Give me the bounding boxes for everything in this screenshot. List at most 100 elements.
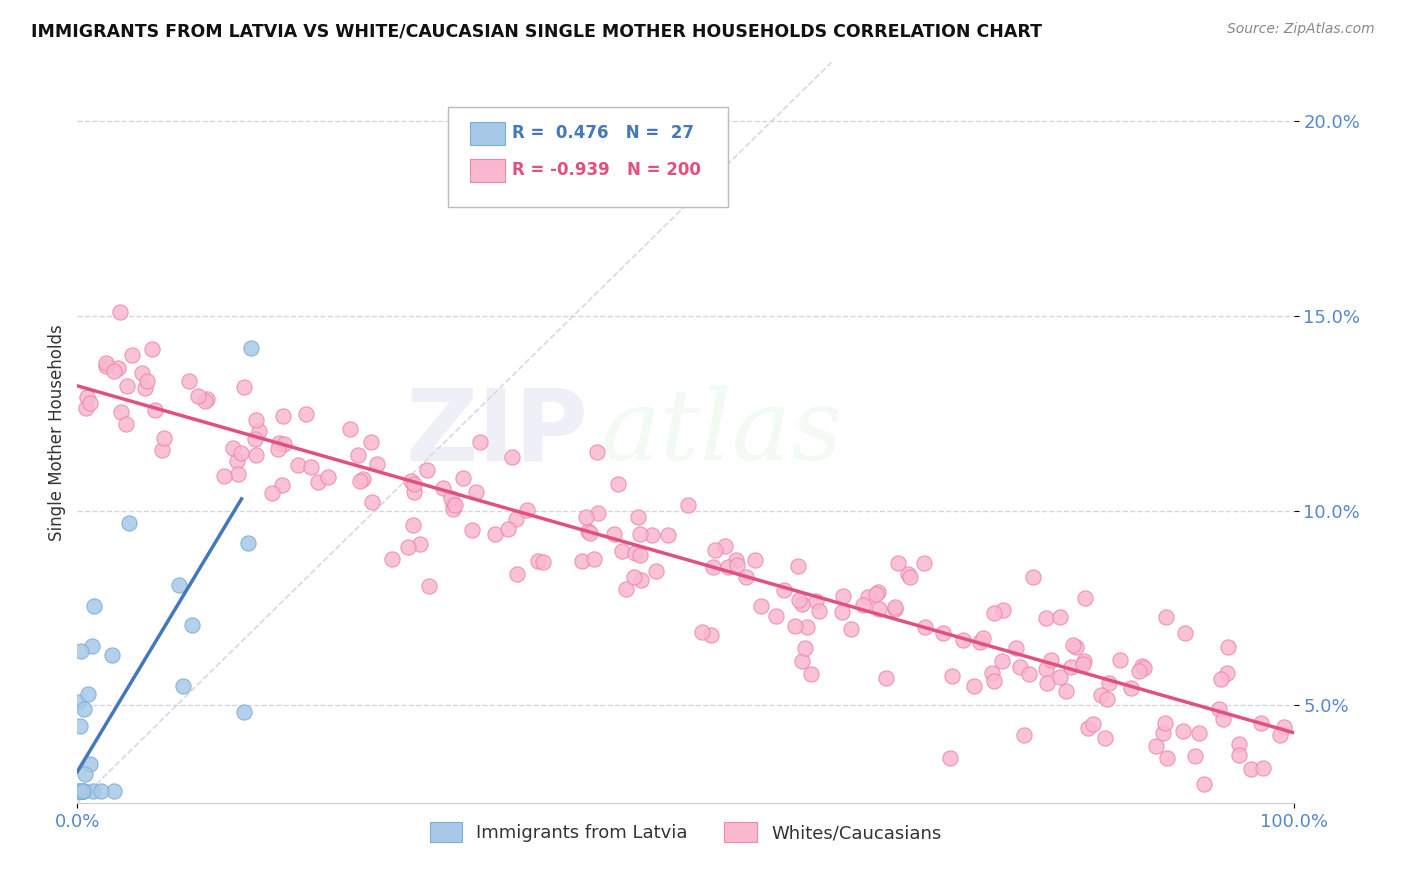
Y-axis label: Single Mother Households: Single Mother Households [48, 325, 66, 541]
Point [1039, 653, 1062, 667]
Point [735, 570, 758, 584]
Point [1274, 720, 1296, 734]
Point [792, 654, 814, 668]
Point [67, 695, 90, 709]
Point [247, 424, 270, 438]
Text: R =  0.476   N =  27: R = 0.476 N = 27 [512, 124, 693, 142]
Point [1154, 610, 1177, 624]
FancyBboxPatch shape [470, 159, 505, 182]
Point [1240, 762, 1263, 776]
Point [1049, 610, 1071, 624]
Point [614, 582, 637, 597]
Point [1146, 739, 1168, 753]
Point [690, 625, 713, 640]
Point [603, 527, 626, 541]
Point [287, 458, 309, 472]
Point [316, 470, 339, 484]
Point [451, 471, 474, 485]
Point [585, 444, 607, 458]
Point [1049, 670, 1071, 684]
Point [1152, 726, 1174, 740]
Point [90, 784, 112, 798]
Point [187, 389, 209, 403]
Point [1054, 683, 1077, 698]
Point [225, 453, 247, 467]
Point [228, 467, 250, 481]
Point [1211, 672, 1233, 686]
Point [1077, 721, 1099, 735]
Point [416, 463, 439, 477]
Point [107, 361, 129, 376]
Point [409, 537, 432, 551]
Point [271, 478, 294, 492]
Point [360, 435, 382, 450]
Point [875, 671, 897, 685]
Point [271, 409, 294, 424]
Point [1035, 611, 1057, 625]
Point [177, 375, 200, 389]
Point [800, 666, 823, 681]
Point [832, 589, 855, 603]
Point [141, 342, 163, 356]
Point [724, 553, 747, 567]
Point [1098, 676, 1121, 690]
Point [578, 525, 600, 540]
Point [441, 502, 464, 516]
Point [381, 551, 404, 566]
Point [110, 405, 132, 419]
Point [526, 554, 548, 568]
Text: Source: ZipAtlas.com: Source: ZipAtlas.com [1227, 22, 1375, 37]
Point [952, 633, 974, 648]
Point [73, 766, 96, 780]
Point [399, 475, 422, 489]
Point [676, 498, 699, 512]
Point [1194, 777, 1216, 791]
Point [69, 784, 91, 798]
Point [444, 498, 467, 512]
Point [787, 593, 810, 607]
Point [744, 553, 766, 567]
Point [983, 673, 1005, 688]
Point [232, 379, 254, 393]
Point [1227, 747, 1250, 762]
Point [717, 560, 740, 574]
Point [1119, 681, 1142, 695]
Point [1094, 731, 1116, 745]
Point [1035, 676, 1057, 690]
Point [402, 517, 425, 532]
Point [114, 417, 136, 432]
Point [73, 702, 96, 716]
Point [121, 348, 143, 362]
Point [301, 459, 323, 474]
Point [103, 364, 125, 378]
Point [1062, 638, 1084, 652]
Legend: Immigrants from Latvia, Whites/Caucasians: Immigrants from Latvia, Whites/Caucasian… [422, 815, 949, 849]
Point [77, 686, 100, 700]
Point [505, 511, 527, 525]
Point [586, 506, 609, 520]
Point [700, 628, 723, 642]
Point [266, 442, 288, 456]
Point [1171, 723, 1194, 738]
Point [153, 431, 176, 445]
Point [233, 706, 256, 720]
Point [1073, 654, 1095, 668]
Point [983, 607, 1005, 621]
Point [578, 524, 600, 538]
Point [366, 458, 388, 472]
Point [575, 509, 598, 524]
Point [898, 570, 921, 584]
Point [772, 583, 794, 598]
Point [1130, 659, 1153, 673]
Point [516, 503, 538, 517]
Point [484, 526, 506, 541]
Point [101, 648, 124, 662]
Point [912, 556, 935, 570]
Point [1250, 716, 1272, 731]
Point [1060, 660, 1083, 674]
Point [295, 407, 318, 421]
Point [396, 540, 419, 554]
Point [1268, 728, 1291, 742]
Point [501, 450, 523, 465]
Point [607, 476, 630, 491]
